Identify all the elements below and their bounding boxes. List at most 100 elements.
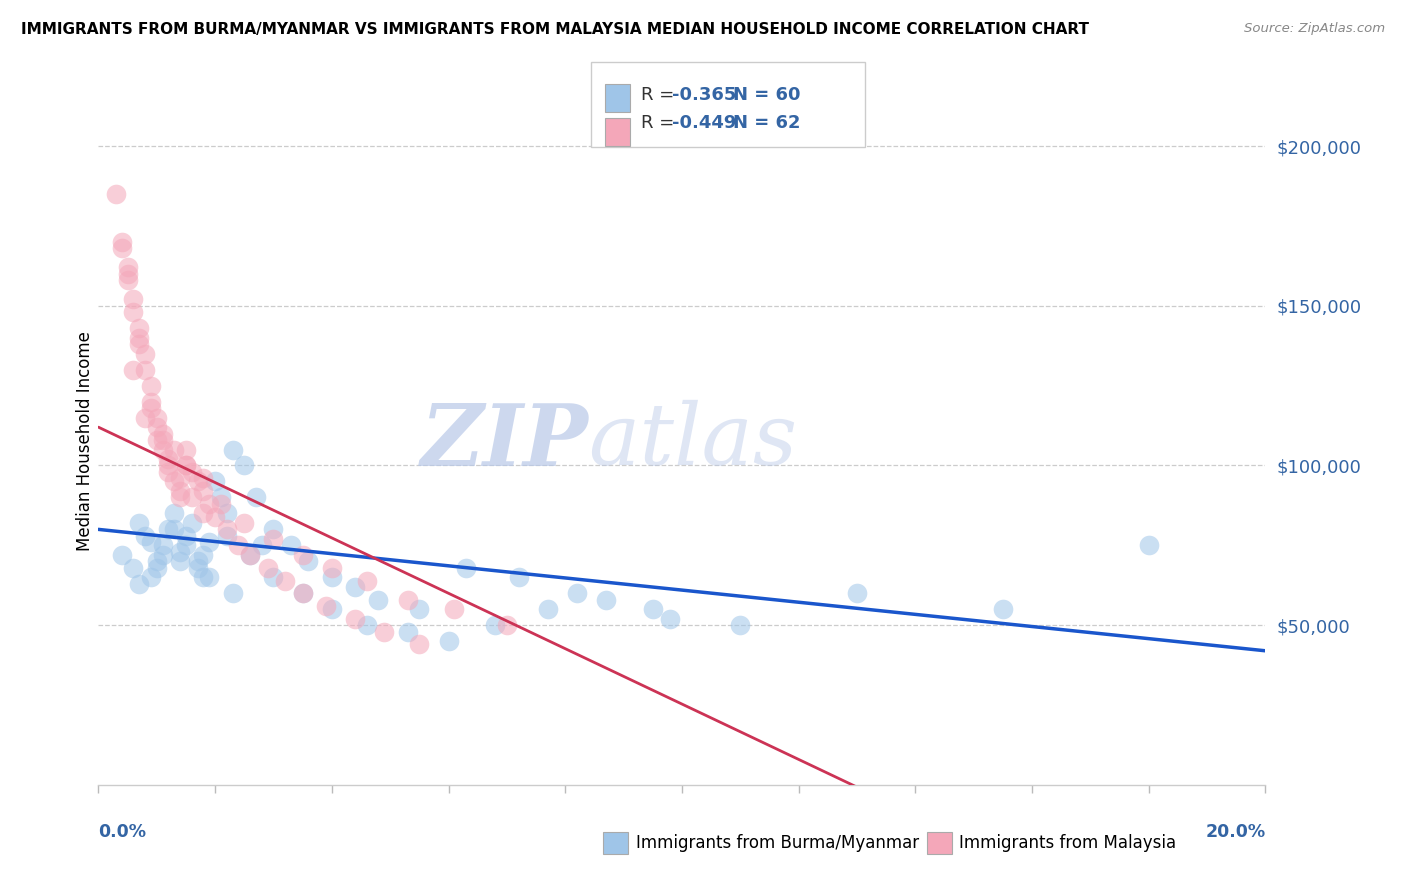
Point xyxy=(157,458,180,473)
Point xyxy=(508,570,530,584)
Point xyxy=(146,554,169,568)
Point xyxy=(104,186,127,201)
Point xyxy=(134,362,156,376)
Point xyxy=(228,538,250,552)
Point xyxy=(344,580,367,594)
Point xyxy=(245,491,267,505)
Text: IMMIGRANTS FROM BURMA/MYANMAR VS IMMIGRANTS FROM MALAYSIA MEDIAN HOUSEHOLD INCOM: IMMIGRANTS FROM BURMA/MYANMAR VS IMMIGRA… xyxy=(21,22,1090,37)
Text: Immigrants from Burma/Myanmar: Immigrants from Burma/Myanmar xyxy=(636,834,918,852)
Point xyxy=(221,586,243,600)
Point xyxy=(367,592,389,607)
Point xyxy=(641,602,664,616)
Point xyxy=(180,491,202,505)
Point xyxy=(174,458,197,473)
Point xyxy=(233,458,256,473)
Point xyxy=(163,475,186,489)
Point xyxy=(128,331,150,345)
Point xyxy=(250,538,273,552)
Point xyxy=(122,362,145,376)
Point xyxy=(146,560,169,574)
Point xyxy=(169,471,191,485)
Point xyxy=(845,586,868,600)
Point xyxy=(111,548,134,562)
Point xyxy=(215,529,238,543)
Point xyxy=(193,471,215,485)
Point xyxy=(373,624,395,639)
Point xyxy=(128,576,150,591)
Text: -0.365: -0.365 xyxy=(672,86,737,103)
Point xyxy=(396,592,419,607)
Point xyxy=(1137,538,1160,552)
Point xyxy=(122,305,145,319)
Point xyxy=(408,637,430,651)
Point xyxy=(198,535,221,549)
Point xyxy=(595,592,617,607)
Point xyxy=(169,545,191,559)
Point xyxy=(180,465,202,479)
Point xyxy=(139,401,162,415)
Text: N = 62: N = 62 xyxy=(733,114,800,132)
Text: N = 60: N = 60 xyxy=(733,86,800,103)
Point xyxy=(174,529,197,543)
Point xyxy=(152,426,174,441)
Point xyxy=(174,442,197,457)
Point xyxy=(111,235,134,249)
Point xyxy=(117,260,139,275)
Point xyxy=(134,347,156,361)
Point xyxy=(163,507,186,521)
Point xyxy=(495,618,517,632)
Text: Source: ZipAtlas.com: Source: ZipAtlas.com xyxy=(1244,22,1385,36)
Point xyxy=(146,420,169,434)
Point xyxy=(321,560,343,574)
Point xyxy=(122,560,145,574)
Point xyxy=(174,458,197,473)
Point xyxy=(239,548,262,562)
Text: 20.0%: 20.0% xyxy=(1205,822,1265,841)
Point xyxy=(221,442,243,457)
Point xyxy=(134,410,156,425)
Point xyxy=(198,497,221,511)
Point xyxy=(274,574,297,588)
Point xyxy=(128,321,150,335)
Point xyxy=(437,634,460,648)
Point xyxy=(122,293,145,307)
Point xyxy=(152,433,174,447)
Point xyxy=(408,602,430,616)
Point xyxy=(297,554,319,568)
Point xyxy=(321,602,343,616)
Point xyxy=(187,560,209,574)
Point xyxy=(728,618,751,632)
Point xyxy=(291,548,314,562)
Point xyxy=(174,538,197,552)
Point xyxy=(193,548,215,562)
Point xyxy=(187,554,209,568)
Point xyxy=(215,507,238,521)
Point xyxy=(321,570,343,584)
Point xyxy=(315,599,337,613)
Point xyxy=(157,465,180,479)
Text: -0.449: -0.449 xyxy=(672,114,737,132)
Text: 0.0%: 0.0% xyxy=(98,822,146,841)
Point xyxy=(443,602,465,616)
Point xyxy=(256,560,278,574)
Point xyxy=(169,554,191,568)
Point xyxy=(169,491,191,505)
Point xyxy=(163,522,186,536)
Text: ZIP: ZIP xyxy=(420,400,589,483)
Point xyxy=(139,535,162,549)
Text: R =: R = xyxy=(641,114,681,132)
Text: Immigrants from Malaysia: Immigrants from Malaysia xyxy=(959,834,1175,852)
Point xyxy=(152,442,174,457)
Point xyxy=(396,624,419,639)
Point xyxy=(117,267,139,281)
Point xyxy=(146,410,169,425)
Point xyxy=(356,618,378,632)
Point xyxy=(291,586,314,600)
Point xyxy=(139,570,162,584)
Point xyxy=(152,548,174,562)
Point xyxy=(128,337,150,351)
Point xyxy=(139,394,162,409)
Point xyxy=(344,612,367,626)
Point xyxy=(454,560,477,574)
Point xyxy=(565,586,588,600)
